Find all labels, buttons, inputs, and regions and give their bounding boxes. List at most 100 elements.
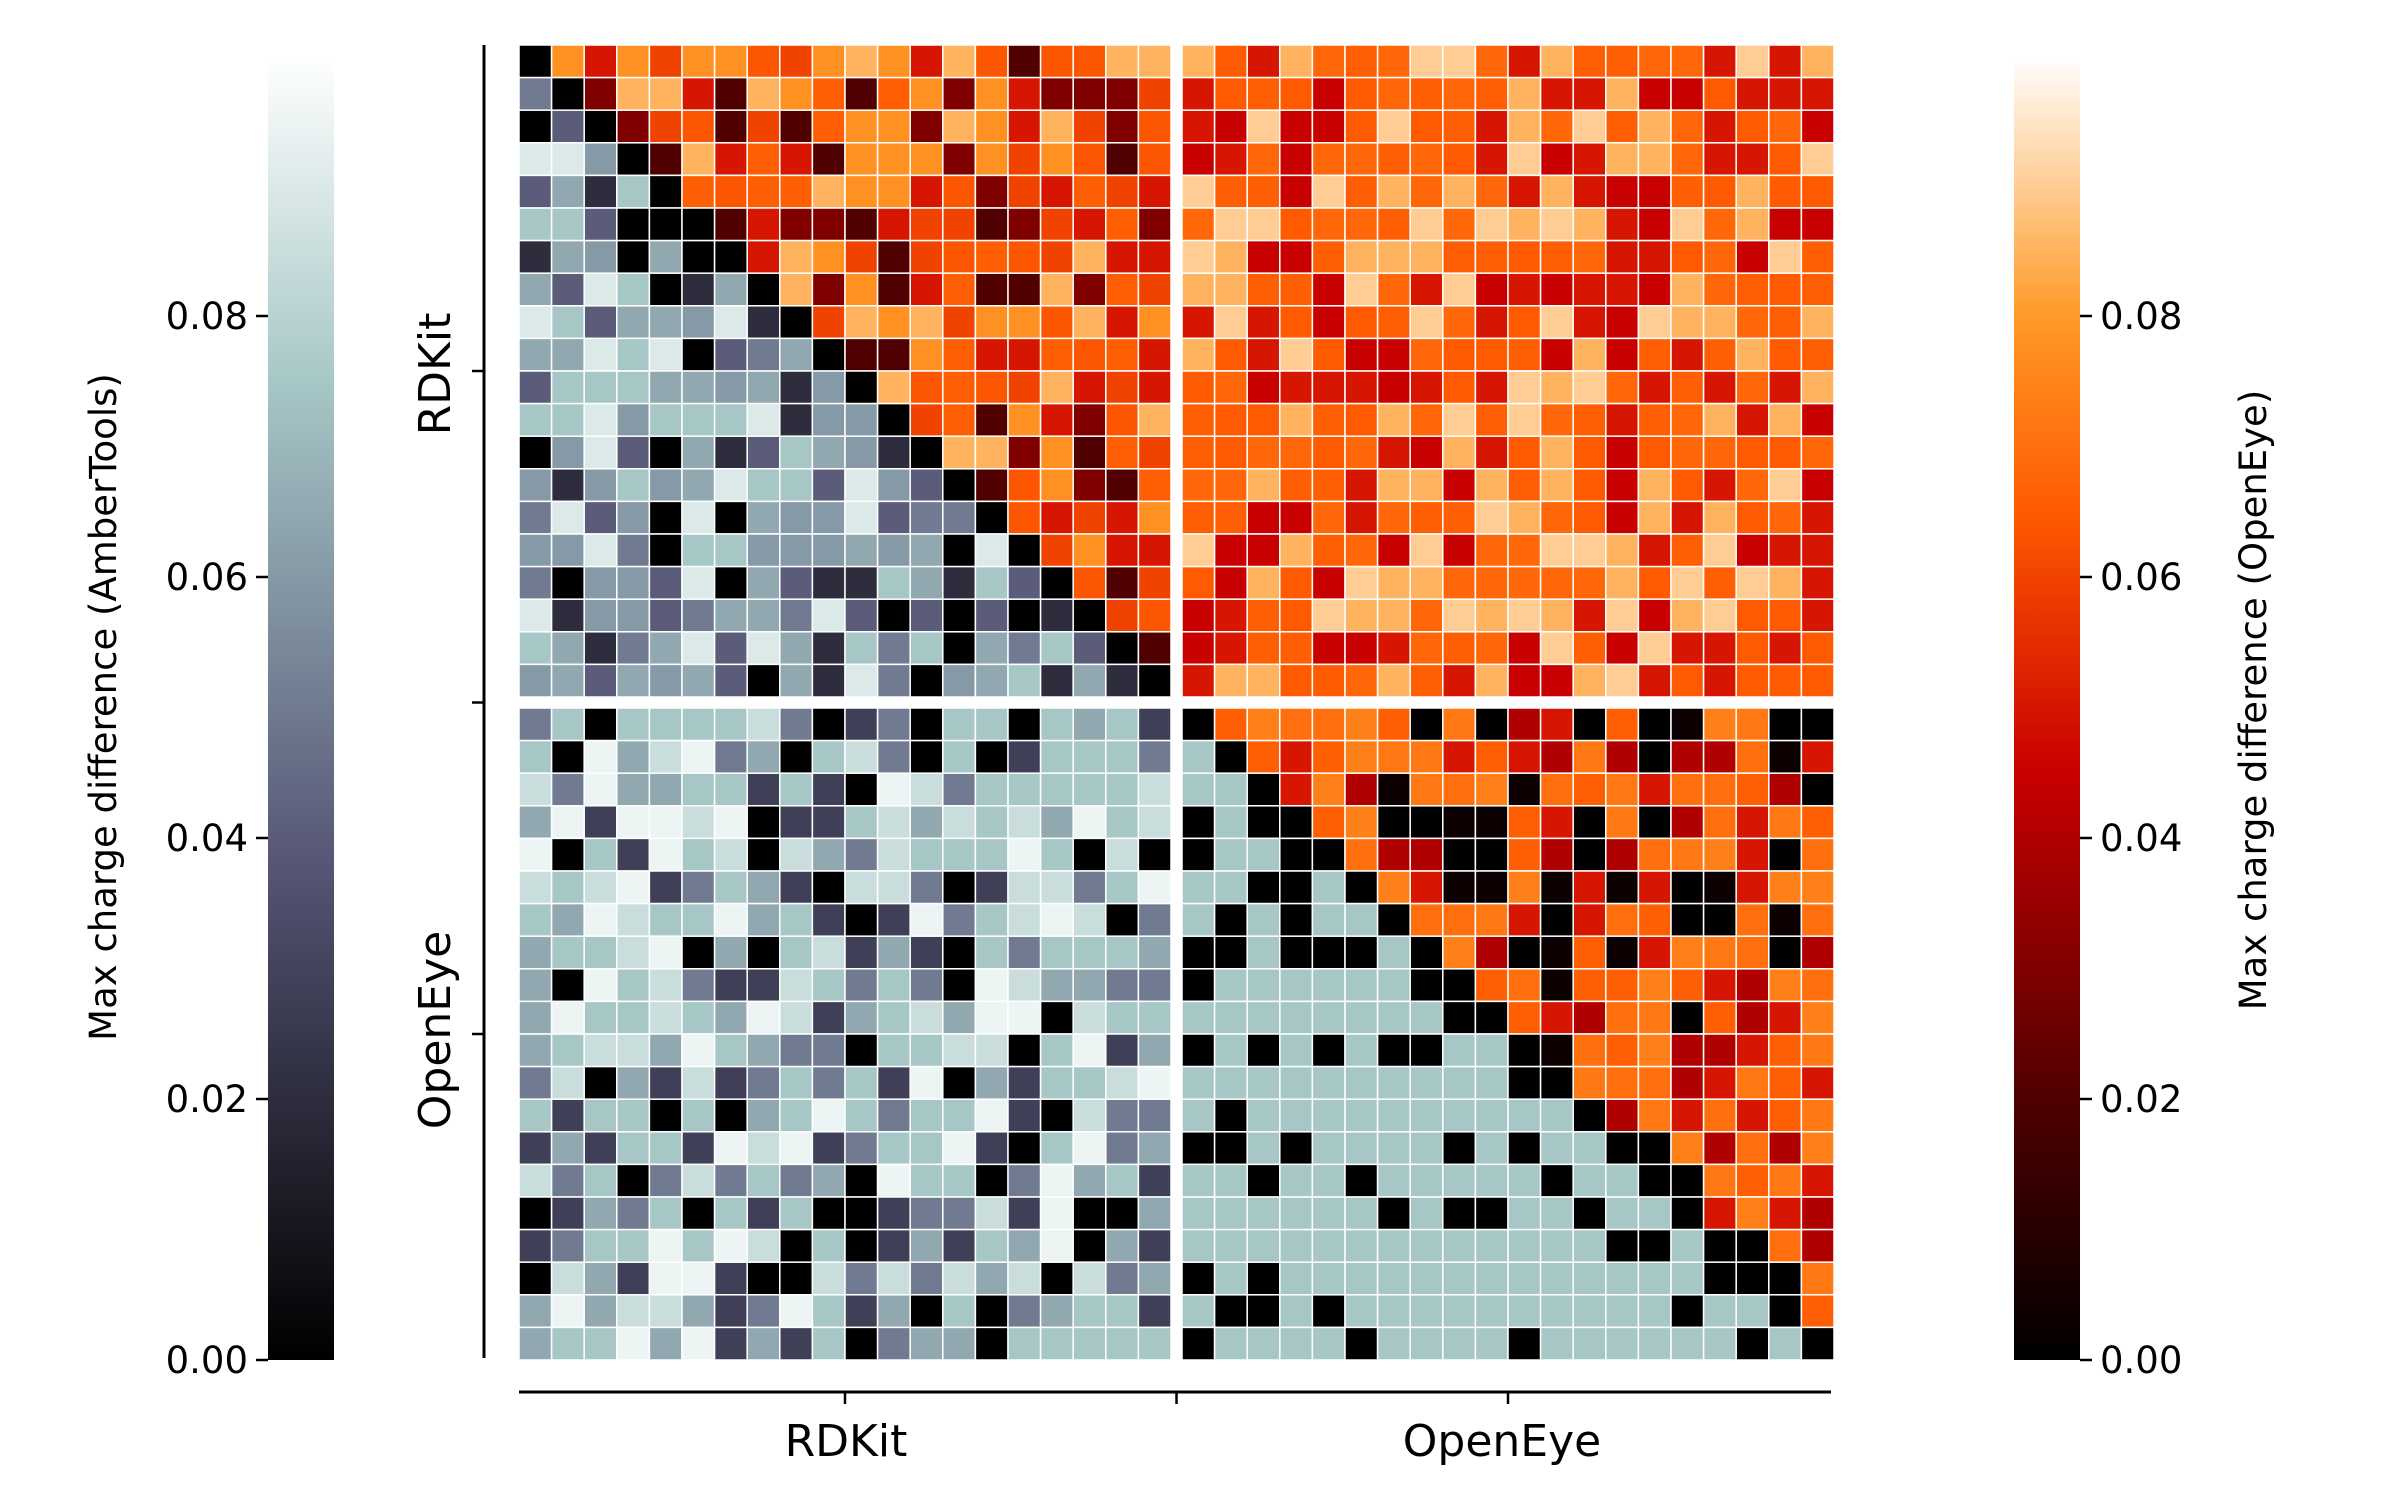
heatmap-cell (1670, 337, 1705, 372)
heatmap-cell (974, 1163, 1009, 1198)
heatmap-cell (1376, 902, 1411, 937)
heatmap-cell (616, 935, 651, 970)
heatmap-cell (518, 1261, 553, 1296)
heatmap-cell (1474, 435, 1509, 470)
heatmap-cell (1768, 1131, 1803, 1166)
heatmap-cell (1474, 207, 1509, 242)
heatmap-cell (1735, 1065, 1770, 1100)
heatmap-cell (1376, 598, 1411, 633)
heatmap-cell (616, 1294, 651, 1329)
heatmap-cell (681, 805, 716, 840)
heatmap-cell (1735, 76, 1770, 111)
heatmap-cell (1409, 1033, 1444, 1068)
heatmap-cell (1279, 272, 1314, 307)
heatmap-cell (616, 663, 651, 698)
heatmap-cell (583, 663, 618, 698)
heatmap-cell (1800, 305, 1835, 340)
heatmap-cell (1507, 902, 1542, 937)
heatmap-cell (1605, 1098, 1640, 1133)
heatmap-cell (648, 1196, 683, 1231)
heatmap-cell (876, 533, 911, 568)
heatmap-cell (1702, 935, 1737, 970)
heatmap-cell (518, 337, 553, 372)
heatmap-cell (974, 109, 1009, 144)
heatmap-cell (1039, 44, 1074, 79)
heatmap-cell (681, 468, 716, 503)
heatmap-cell (713, 305, 748, 340)
heatmap-cell (1137, 370, 1172, 405)
heatmap-cell (844, 468, 879, 503)
heatmap-cell (681, 663, 716, 698)
heatmap-cell (1137, 174, 1172, 209)
heatmap-cell (1735, 870, 1770, 905)
heatmap-cell (1344, 1033, 1379, 1068)
colorbar-tick-label: 0.06 (2100, 556, 2182, 599)
heatmap-cell (942, 109, 977, 144)
heatmap-cell (1246, 1163, 1281, 1198)
heatmap-cell (1768, 272, 1803, 307)
heatmap-cell (1605, 837, 1640, 872)
heatmap-cell (518, 902, 553, 937)
heatmap-cell (1279, 1098, 1314, 1133)
heatmap-cell (550, 109, 585, 144)
heatmap-cell (1702, 402, 1737, 437)
heatmap-cell (1735, 837, 1770, 872)
heatmap-cell (518, 772, 553, 807)
heatmap-cell (1311, 468, 1346, 503)
heatmap-cell (1800, 207, 1835, 242)
heatmap-cell (1735, 707, 1770, 742)
heatmap-cell (1039, 109, 1074, 144)
heatmap-cell (1279, 870, 1314, 905)
heatmap-cell (942, 1294, 977, 1329)
heatmap-cell (1213, 837, 1248, 872)
heatmap-cell (1376, 1163, 1411, 1198)
heatmap-cell (1800, 1131, 1835, 1166)
heatmap-cell (583, 337, 618, 372)
group-ticks (472, 369, 1510, 1404)
heatmap-cell (1572, 337, 1607, 372)
heatmap-cell (1539, 1294, 1574, 1329)
heatmap-cell (681, 1098, 716, 1133)
heatmap-cell (942, 337, 977, 372)
heatmap-cell (779, 1228, 814, 1263)
heatmap-cell (1702, 968, 1737, 1003)
heatmap-cell (1800, 370, 1835, 405)
heatmap-cell (1735, 1000, 1770, 1035)
heatmap-cell (1670, 305, 1705, 340)
heatmap-cell (844, 435, 879, 470)
heatmap-cell (844, 109, 879, 144)
heatmap-cell (876, 935, 911, 970)
heatmap-cell (550, 739, 585, 774)
heatmap-cell (1768, 1098, 1803, 1133)
heatmap-cell (518, 1000, 553, 1035)
heatmap-cell (844, 1326, 879, 1361)
heatmap-cell (1572, 305, 1607, 340)
heatmap-cell (1311, 968, 1346, 1003)
heatmap-cell (1735, 1098, 1770, 1133)
heatmap-cell (1181, 468, 1216, 503)
heatmap-cell (1474, 870, 1509, 905)
heatmap-cell (1311, 239, 1346, 274)
heatmap-cell (1637, 968, 1672, 1003)
heatmap-cell (1507, 109, 1542, 144)
heatmap-cell (1735, 1261, 1770, 1296)
heatmap-cell (1072, 870, 1107, 905)
heatmap-cell (1311, 305, 1346, 340)
heatmap-cell (1442, 370, 1477, 405)
heatmap-cell (1409, 902, 1444, 937)
heatmap-cell (779, 707, 814, 742)
heatmap-cell (876, 1228, 911, 1263)
heatmap-cell (1702, 1163, 1737, 1198)
heatmap-cell (811, 598, 846, 633)
heatmap-cell (876, 598, 911, 633)
heatmap-cell (550, 870, 585, 905)
heatmap-cell (1670, 1131, 1705, 1166)
heatmap-cell (1442, 272, 1477, 307)
heatmap-cell (844, 1294, 879, 1329)
heatmap-cell (1572, 772, 1607, 807)
heatmap-cell (518, 468, 553, 503)
heatmap-cell (1637, 1326, 1672, 1361)
heatmap-cell (1246, 239, 1281, 274)
heatmap-cell (616, 1196, 651, 1231)
heatmap-cell (713, 76, 748, 111)
